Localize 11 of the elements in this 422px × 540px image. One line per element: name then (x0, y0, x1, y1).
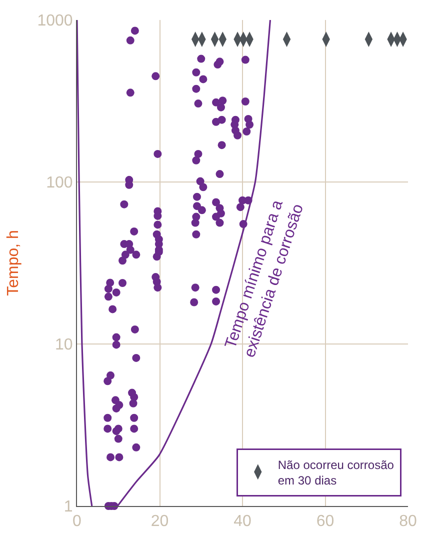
legend-label: Não ocorreu corrosão em 30 dias (278, 458, 394, 488)
x-tick-label: 0 (72, 513, 82, 530)
x-tick-label: 40 (234, 513, 252, 530)
x-tick-label: 60 (316, 513, 334, 530)
y-tick-label: 10 (55, 336, 73, 354)
y-axis-title: Tempo, h (5, 230, 22, 296)
x-tick-label: 20 (150, 513, 169, 530)
y-tick-label: 1 (64, 498, 73, 516)
y-tick-label: 100 (46, 174, 73, 192)
y-tick-label: 1000 (37, 12, 73, 30)
x-tick-label: 80 (399, 513, 417, 530)
